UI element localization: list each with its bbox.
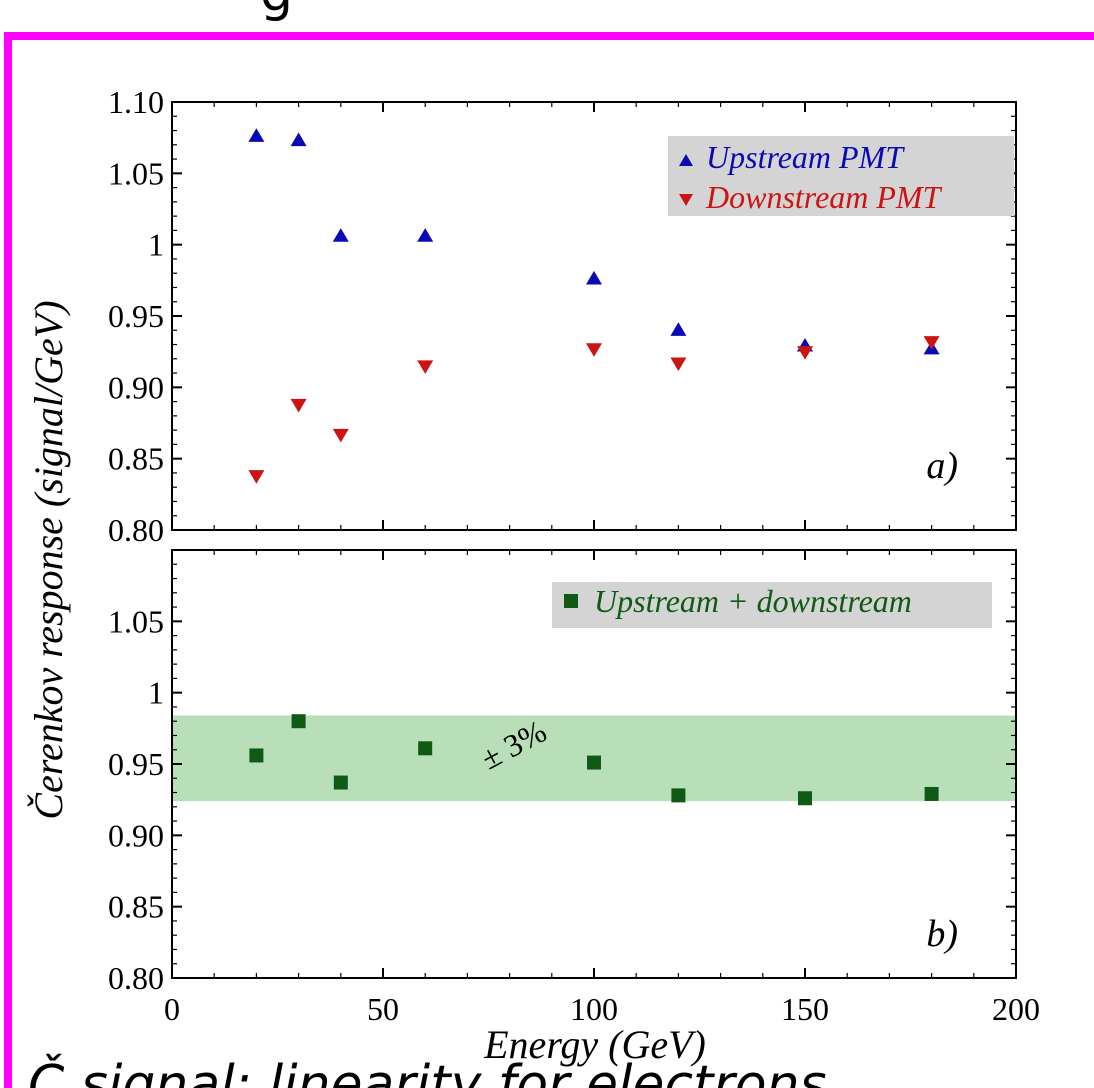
data-point-downstream bbox=[670, 357, 687, 372]
data-point-downstream bbox=[248, 470, 265, 484]
y-tick-label-b: 0.95 bbox=[108, 746, 164, 782]
y-tick-label-b: 0.80 bbox=[108, 960, 164, 996]
legend-label-combined: Upstream + downstream bbox=[594, 583, 912, 619]
data-point-combined bbox=[798, 791, 812, 806]
legend-box-b bbox=[552, 582, 992, 628]
y-tick-label-a: 0.95 bbox=[108, 298, 164, 334]
data-point-upstream bbox=[417, 228, 434, 242]
legend-box-a bbox=[668, 136, 1014, 216]
x-tick-label: 200 bbox=[992, 991, 1040, 1027]
data-point-downstream bbox=[923, 336, 940, 350]
slide-frame-border bbox=[4, 32, 1094, 1088]
data-point-downstream bbox=[586, 343, 602, 357]
legend-label-downstream: Downstream PMT bbox=[705, 179, 943, 215]
slide-title-fragment: g bbox=[260, 0, 293, 23]
data-point-downstream bbox=[332, 428, 349, 443]
y-tick-label-a: 1.10 bbox=[108, 84, 164, 120]
y-tick-label-b: 1.05 bbox=[108, 603, 164, 639]
y-tick-label-a: 1.05 bbox=[108, 155, 164, 191]
panel-a-plot: 0.80 0.85 0.90 0.95 1 1.05 1.10 Upstream PMT Dow… bbox=[108, 84, 1017, 548]
data-point-upstream bbox=[586, 270, 602, 285]
y-tick-label-a: 0.80 bbox=[108, 512, 164, 548]
legend-marker-upstream bbox=[679, 154, 693, 166]
y-axis-label: Čerenkov response (signal/GeV) bbox=[26, 300, 71, 819]
data-point-combined bbox=[587, 755, 601, 770]
x-tick-label: 150 bbox=[781, 991, 829, 1027]
legend-marker-combined bbox=[564, 594, 578, 608]
data-point-upstream bbox=[248, 128, 265, 142]
data-point-upstream bbox=[332, 228, 349, 242]
x-axis-label: Energy (GeV) bbox=[483, 1022, 706, 1067]
data-point-combined bbox=[671, 788, 686, 803]
legend-marker-downstream bbox=[679, 194, 693, 206]
y-tick-label-b: 1 bbox=[148, 675, 164, 711]
y-tick-label-b: 0.85 bbox=[108, 889, 164, 925]
data-point-combined bbox=[291, 714, 306, 729]
x-tick-label: 0 bbox=[164, 991, 180, 1027]
data-point-combined bbox=[418, 741, 433, 756]
data-point-downstream bbox=[797, 346, 813, 360]
y-tick-label-a: 0.85 bbox=[108, 441, 164, 477]
panel-label-b: b) bbox=[926, 913, 958, 955]
data-point-combined bbox=[924, 786, 939, 801]
x-tick-label: 100 bbox=[570, 991, 618, 1027]
slide-caption-fragment: Č signal: linearity for electrons bbox=[28, 1053, 827, 1088]
data-point-upstream bbox=[290, 132, 307, 147]
data-point-combined bbox=[333, 775, 348, 790]
data-point-downstream bbox=[290, 398, 307, 413]
y-tick-label-a: 0.90 bbox=[108, 369, 164, 405]
x-tick-label: 50 bbox=[367, 991, 399, 1027]
y-tick-label-a: 1 bbox=[148, 227, 164, 263]
data-point-combined bbox=[249, 748, 264, 763]
y-tick-label-b: 0.90 bbox=[108, 817, 164, 853]
legend-label-upstream: Upstream PMT bbox=[706, 139, 905, 175]
panel-label-a: a) bbox=[926, 445, 958, 487]
data-point-upstream bbox=[670, 322, 687, 336]
data-point-downstream bbox=[417, 360, 434, 374]
